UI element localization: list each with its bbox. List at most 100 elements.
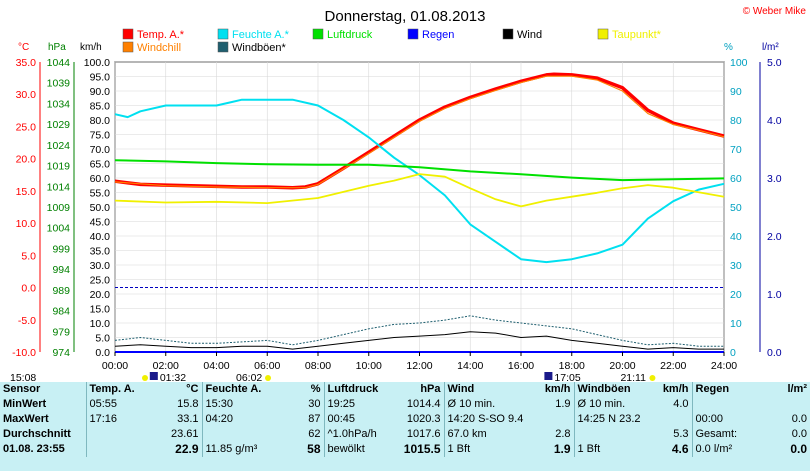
table-cell: 30 [308, 398, 321, 410]
axis-hpa-tick: 979 [52, 326, 70, 338]
extreme-label: 15:08 [10, 372, 36, 382]
extreme-flag [149, 372, 158, 380]
table-cell: 19:25 [323, 397, 394, 412]
extreme-markers: 15:08 06:02 21:11 01:32 17:05 [10, 372, 656, 382]
table-cell: Gesamt: [691, 427, 764, 442]
axis-kmh-tick: 65.0 [90, 159, 111, 171]
table-header-cell: Temp. A. [85, 382, 150, 397]
table-header-cell: Regen [691, 382, 764, 397]
table-row: 01.08. 23:55 22.9 11.85 g/m³ 58 bewölkt 1015.… [0, 442, 810, 457]
x-tick-label: 20:00 [609, 360, 635, 372]
axis-kmh-tick: 95.0 [90, 72, 111, 84]
legend-swatch [312, 28, 324, 40]
left-axes: 35.0 30.0 25.0 20.0 15.0 10.0 5.0 0.0 -5.0 -10.0 1… [12, 57, 110, 359]
legend-swatch [217, 41, 229, 53]
x-tick-label: 18:00 [559, 360, 585, 372]
axis-rain-tick: 5.0 [767, 57, 782, 69]
table-cell: 05:55 [85, 397, 150, 412]
legend-item: Temp. A.* [137, 29, 185, 41]
axis-kmh-tick: 40.0 [90, 231, 111, 243]
axis-hpa-tick: 994 [52, 264, 70, 276]
axis-hpa-tick: 1009 [47, 202, 71, 214]
statistics-table: Sensor Temp. A. °C Feuchte A.% Luftdruck hPa W… [0, 382, 810, 471]
table-cell: 62 [308, 428, 321, 440]
axis-rain-tick: 3.0 [767, 173, 782, 185]
extreme-marker [649, 375, 656, 381]
axis-kmh-tick: 15.0 [90, 304, 111, 316]
legend-swatch [407, 28, 419, 40]
table-row: MaxWert 17:16 33.1 04:20 87 00:45 1020.3 14:20 … [0, 412, 810, 427]
axis-c-tick: 15.0 [16, 186, 37, 198]
table-cell: Durchschnitt [3, 428, 71, 440]
table-cell [530, 412, 574, 427]
table-header-cell: Wind [443, 382, 530, 397]
axis-kmh-tick: 5.0 [95, 333, 110, 345]
legend-item: Windchill [137, 42, 181, 54]
axis-hpa-tick: 1019 [47, 161, 71, 173]
axis-kmh-tick: 35.0 [90, 246, 111, 258]
table-cell: 0.0 [791, 413, 807, 425]
legend-swatch [502, 28, 514, 40]
table-cell [691, 397, 764, 412]
axis-kmh-tick: 85.0 [90, 101, 111, 113]
extreme-marker [142, 375, 148, 381]
axis-c-tick: 20.0 [16, 154, 37, 166]
unit-labels: °C hPa km/h % l/m² [18, 42, 779, 53]
table-cell: 1017.6 [406, 428, 441, 440]
axis-c-tick: 30.0 [16, 89, 37, 101]
series-line [114, 331, 724, 350]
table-cell: 5.3 [673, 428, 689, 440]
axis-hpa-tick: 1024 [47, 140, 71, 152]
axis-c-tick: 10.0 [16, 218, 37, 230]
axis-c-tick: 25.0 [16, 121, 37, 133]
unit-label-rain: l/m² [762, 42, 779, 53]
series-line [114, 75, 725, 189]
legend-swatch [217, 28, 229, 40]
table-header-cell: °C [186, 383, 199, 395]
table-cell: 1 Bft [443, 442, 530, 457]
axis-kmh-tick: 30.0 [90, 260, 111, 272]
series-line [114, 173, 725, 208]
axis-kmh-tick: 90.0 [90, 86, 111, 98]
legend-item: Windböen* [232, 42, 287, 54]
axis-hpa-tick: 1014 [47, 181, 71, 193]
table-header-cell: % [310, 383, 321, 395]
x-tick-label: 10:00 [356, 360, 382, 372]
axis-pct-tick: 0 [730, 347, 736, 359]
axis-hpa-tick: 1044 [47, 57, 71, 69]
table-cell: MaxWert [3, 413, 49, 425]
table-cell: 0.0 l/m² [691, 442, 764, 457]
legend-swatch [122, 28, 134, 40]
axis-pct-tick: 80 [730, 115, 742, 127]
axis-c-tick: 35.0 [16, 57, 37, 69]
table-cell [85, 427, 150, 442]
table-cell [764, 397, 810, 412]
unit-label-hpa: hPa [48, 42, 66, 53]
table-cell: 01.08. 23:55 [3, 443, 65, 455]
axis-kmh-tick: 55.0 [90, 188, 111, 200]
x-tick-label: 12:00 [406, 360, 432, 372]
axis-rain-tick: 4.0 [767, 115, 782, 127]
x-tick-label: 16:00 [508, 360, 534, 372]
table-cell: 22.9 [175, 442, 199, 456]
chart-title: Donnerstag, 01.08.2013 [325, 8, 486, 25]
table-cell: bewölkt [323, 442, 394, 457]
x-tick-label: 22:00 [660, 360, 686, 372]
axis-hpa-tick: 1034 [47, 98, 71, 110]
table-cell: 1 Bft [573, 442, 650, 457]
axis-hpa-tick: 999 [52, 243, 70, 255]
x-axis: 00:00 02:00 04:00 06:00 08:00 10:00 12:00 14:00… [102, 352, 737, 372]
table-cell: 87 [308, 413, 321, 425]
axis-kmh-tick: 100.0 [84, 57, 110, 69]
axis-c-tick: 0.0 [21, 283, 36, 295]
extreme-marker [265, 375, 272, 381]
axis-pct-tick: 90 [730, 86, 742, 98]
legend-item: Luftdruck [327, 29, 373, 41]
table-header: Sensor Temp. A. °C Feuchte A.% Luftdruck hPa W… [0, 382, 810, 397]
table-row: MinWert 05:55 15.8 15:30 30 19:25 1014.4 Ø 10 m… [0, 397, 810, 412]
x-tick-label: 08:00 [305, 360, 331, 372]
x-tick-label: 04:00 [203, 360, 229, 372]
axis-kmh-tick: 45.0 [90, 217, 111, 229]
x-tick-label: 02:00 [153, 360, 179, 372]
